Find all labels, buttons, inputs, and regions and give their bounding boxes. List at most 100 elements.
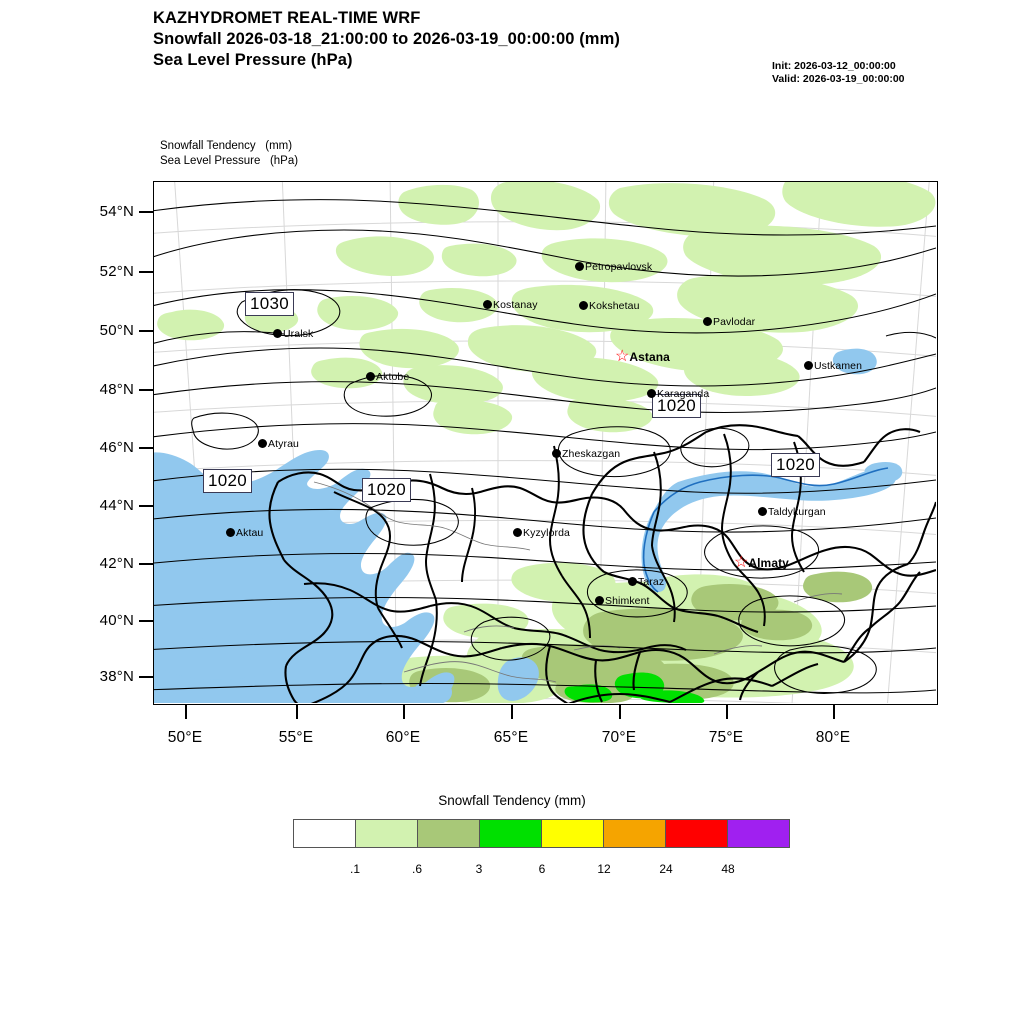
colorbar-ticks: .1 .6 3 6 12 24 48: [293, 862, 790, 880]
city-marker-almaty[interactable]: ☆Almaty: [734, 554, 789, 572]
xtick-mark-60E: [403, 705, 405, 719]
city-dot-icon: [703, 317, 712, 327]
xtick-label-80E: 80°E: [815, 729, 851, 746]
xtick-label-65E: 65°E: [493, 729, 529, 746]
map-canvas: [154, 182, 936, 703]
isobar-contours: [154, 199, 936, 694]
colorbar-tick-2: 3: [475, 862, 483, 876]
xtick-mark-75E: [726, 705, 728, 719]
title-line-pressure: Sea Level Pressure (hPa): [153, 51, 353, 69]
city-marker-aktobe[interactable]: Aktobe: [366, 368, 409, 386]
colorbar-segment-1: [355, 819, 417, 848]
ytick-label-50N: 50°N: [99, 322, 134, 339]
ytick-mark-42N: [139, 563, 153, 565]
city-label: Karaganda: [657, 388, 710, 401]
city-marker-ustkamen[interactable]: Ustkamen: [804, 357, 862, 375]
city-dot-icon: [273, 329, 282, 339]
ytick-mark-54N: [139, 211, 153, 213]
ytick-mark-48N: [139, 389, 153, 391]
city-label: Atyrau: [268, 438, 299, 451]
colorbar-tick-4: 12: [597, 862, 611, 876]
city-label: Shimkent: [605, 595, 650, 608]
ytick-mark-50N: [139, 330, 153, 332]
field-legend-pressure: Sea Level Pressure (hPa): [160, 155, 299, 167]
ytick-mark-46N: [139, 447, 153, 449]
colorbar-title: Snowfall Tendency (mm): [438, 793, 586, 808]
colorbar-tick-3: 6: [538, 862, 546, 876]
run-info-block: Init: 2026-03-12_00:00:00 Valid: 2026-03…: [772, 60, 1022, 86]
ytick-mark-40N: [139, 620, 153, 622]
city-marker-kyzylorda[interactable]: Kyzylorda: [513, 524, 570, 542]
page-title: KAZHYDROMET REAL-TIME WRF: [153, 9, 421, 27]
city-dot-icon: [628, 577, 637, 587]
xtick-label-60E: 60°E: [385, 729, 421, 746]
ytick-label-54N: 54°N: [99, 203, 134, 220]
city-marker-kokshetau[interactable]: Kokshetau: [579, 297, 640, 315]
xtick-label-70E: 70°E: [601, 729, 637, 746]
isobar-label-1020-caspian: 1020: [203, 469, 253, 493]
city-marker-zheskazgan[interactable]: Zheskazgan: [552, 445, 620, 463]
ytick-label-44N: 44°N: [99, 497, 134, 514]
city-label: Taraz: [638, 576, 665, 589]
ytick-mark-52N: [139, 271, 153, 273]
valid-time: Valid: 2026-03-19_00:00:00: [772, 73, 905, 85]
ytick-label-38N: 38°N: [99, 668, 134, 685]
xtick-label-75E: 75°E: [708, 729, 744, 746]
capital-star-icon: ☆: [734, 553, 749, 571]
ytick-label-42N: 42°N: [99, 555, 134, 572]
city-dot-icon: [647, 389, 656, 399]
colorbar-segment-4: [541, 819, 603, 848]
water-outline: [642, 467, 889, 593]
xtick-mark-65E: [511, 705, 513, 719]
colorbar-segment-5: [603, 819, 665, 848]
xtick-label-55E: 55°E: [278, 729, 314, 746]
city-label: Astana: [629, 350, 670, 365]
city-dot-icon: [483, 300, 492, 310]
city-label: Kostanay: [493, 299, 538, 312]
xtick-mark-50E: [185, 705, 187, 719]
city-label: Taldykurgan: [768, 506, 826, 519]
city-marker-astana[interactable]: ☆Astana: [615, 348, 670, 366]
city-dot-icon: [513, 528, 522, 538]
snowfall-band-light-north: [157, 182, 936, 435]
city-marker-karaganda[interactable]: Karaganda: [647, 385, 709, 403]
city-dot-icon: [579, 301, 588, 311]
field-legend: Snowfall Tendency (mm) Sea Level Pressur…: [160, 139, 298, 169]
city-marker-aktau[interactable]: Aktau: [226, 524, 263, 542]
city-marker-shimkent[interactable]: Shimkent: [595, 592, 650, 610]
city-marker-taldykurgan[interactable]: Taldykurgan: [758, 503, 826, 521]
city-label: Aktobe: [376, 371, 410, 384]
field-legend-snowfall: Snowfall Tendency (mm): [160, 140, 293, 152]
colorbar-tick-0: .1: [349, 862, 360, 876]
city-dot-icon: [758, 507, 767, 517]
capital-star-icon: ☆: [615, 347, 630, 365]
colorbar[interactable]: [293, 819, 790, 848]
ytick-mark-44N: [139, 505, 153, 507]
city-dot-icon: [258, 439, 267, 449]
city-label: Kokshetau: [589, 300, 640, 313]
city-marker-uralsk[interactable]: Uralsk: [273, 325, 313, 343]
city-marker-atyrau[interactable]: Atyrau: [258, 435, 299, 453]
colorbar-segment-6: [665, 819, 727, 848]
city-label: Kyzylorda: [523, 527, 571, 540]
isobar-label-1020-balkhash: 1020: [771, 453, 821, 477]
city-marker-petropavlovsk[interactable]: Petropavlovsk: [575, 258, 652, 276]
city-dot-icon: [366, 372, 375, 382]
title-line-snowfall: Snowfall 2026-03-18_21:00:00 to 2026-03-…: [153, 30, 620, 48]
city-marker-taraz[interactable]: Taraz: [628, 573, 664, 591]
ytick-label-46N: 46°N: [99, 439, 134, 456]
map-plot-area[interactable]: [153, 181, 938, 705]
ytick-label-52N: 52°N: [99, 263, 134, 280]
xtick-mark-70E: [619, 705, 621, 719]
city-dot-icon: [226, 528, 235, 538]
city-marker-kostanay[interactable]: Kostanay: [483, 296, 538, 314]
province-borders: [303, 433, 805, 687]
colorbar-segment-0: [293, 819, 355, 848]
city-label: Almaty: [748, 556, 789, 571]
city-label: Aktau: [236, 527, 264, 540]
colorbar-segment-7: [727, 819, 790, 848]
city-label: Ustkamen: [814, 360, 863, 373]
city-marker-pavlodar[interactable]: Pavlodar: [703, 313, 755, 331]
city-label: Uralsk: [283, 328, 314, 341]
city-label: Zheskazgan: [562, 448, 621, 461]
